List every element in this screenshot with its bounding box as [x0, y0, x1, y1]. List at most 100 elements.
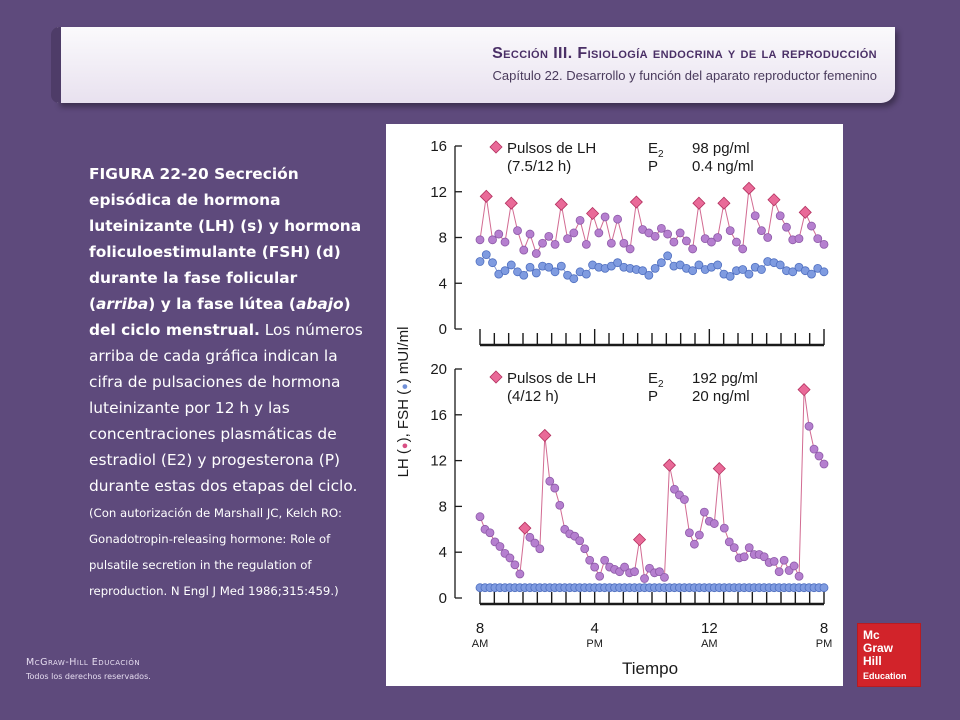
top-lh-point — [606, 238, 616, 248]
caption-figure-label: FIGURA 22-20 Secreción episódica de horm… — [89, 165, 362, 287]
section-title: Sección III. Fisiología endocrina y de l… — [492, 45, 877, 62]
top-fsh-point — [613, 258, 623, 268]
x-tick-label: 8 — [476, 620, 484, 637]
top-lh-point — [656, 223, 666, 233]
top-lh-point — [688, 244, 698, 254]
footer-rights: Todos los derechos reservados. — [26, 672, 151, 681]
bottom-lh-point — [485, 528, 495, 538]
top-lh-point — [782, 222, 791, 232]
top-y-tick-label: 0 — [439, 321, 447, 338]
top-lh-point — [732, 237, 741, 247]
bottom-lh-point — [809, 444, 819, 454]
top-lh-point — [713, 233, 723, 242]
bottom-lh-point — [510, 560, 520, 570]
top-lh-point — [569, 228, 579, 238]
bottom-lh-point — [525, 532, 535, 542]
chapter-title: Capítulo 22. Desarrollo y función del ap… — [492, 68, 877, 83]
x-tick-sublabel: AM — [701, 638, 718, 650]
x-tick-sublabel: PM — [586, 638, 603, 650]
top-fsh-point — [519, 270, 529, 280]
top-lh-point — [500, 237, 510, 247]
top-lh-point — [581, 239, 591, 249]
top-y-tick-label: 16 — [430, 138, 447, 155]
top-lh-point — [519, 245, 529, 255]
top-lh-point — [563, 234, 572, 244]
top-lh-point — [738, 244, 748, 254]
top-fsh-point — [713, 260, 723, 270]
top-lh-point — [675, 228, 685, 238]
top-lh-pulse-point — [586, 206, 600, 221]
bottom-lh-point — [814, 451, 824, 461]
bottom-fsh-point — [819, 583, 829, 593]
bottom-lh-point — [709, 519, 719, 528]
top-fsh-point — [488, 258, 497, 268]
y-axis-label-part-2: ), FSH ( — [395, 390, 412, 443]
top-lh-pulse-point — [742, 181, 756, 195]
caption-body: Los números arriba de cada gráfica indic… — [89, 321, 363, 495]
x-axis-label: Tiempo — [622, 659, 678, 678]
top-fsh-point — [531, 268, 541, 278]
bottom-lh-point — [585, 555, 595, 565]
bottom-lh-point — [739, 552, 749, 562]
y-axis-label: LH (●), FSH (●) mUI/ml — [395, 327, 412, 478]
top-lh-point — [488, 235, 497, 245]
top-y-tick-label: 8 — [439, 230, 447, 247]
top-fsh-point — [644, 270, 654, 280]
bottom-lh-point — [684, 528, 694, 538]
bottom-lh-point — [600, 555, 610, 565]
top-lh-point — [775, 211, 785, 221]
top-lh-point — [594, 228, 604, 238]
bottom-lh-point — [575, 536, 585, 546]
top-lh-point — [613, 214, 623, 224]
top-fsh-point — [569, 274, 579, 284]
bottom-lh-pulse-point — [662, 458, 677, 472]
bottom-y-tick-label: 20 — [430, 361, 447, 378]
bottom-legend-label-1: Pulsos de LH — [507, 370, 596, 387]
bottom-lh-point — [655, 567, 664, 577]
top-fsh-point — [738, 265, 748, 274]
logo-line-2: Graw — [863, 641, 894, 655]
caption-mid2: ) del ciclo menstrual. — [89, 295, 351, 339]
bottom-lh-point — [475, 512, 485, 522]
top-lh-point — [681, 236, 691, 246]
top-fsh-point — [775, 260, 785, 270]
footer-brand: McGraw-Hill Educación — [26, 657, 141, 668]
top-legend-p-value: 0.4 ng/ml — [692, 158, 754, 175]
top-lh-point — [625, 244, 635, 254]
top-y-tick-label: 4 — [439, 275, 447, 292]
x-tick-sublabel: AM — [472, 638, 489, 650]
top-lh-point — [575, 215, 585, 225]
top-lh-point — [707, 237, 716, 247]
figure-panel: 0 4 8 12 16 Pulsos de LH (7.5/12 h) E2 P 98 pg/ml… — [386, 124, 843, 686]
top-lh-pulse-point — [692, 196, 706, 210]
bottom-legend-e-label: E2 — [648, 370, 664, 390]
bottom-lh-point — [759, 552, 769, 562]
top-lh-point — [513, 226, 522, 236]
caption-mid1: ) y la fase lútea ( — [148, 295, 296, 313]
top-lh-point — [725, 226, 735, 236]
bottom-legend-e-sub: 2 — [658, 379, 664, 390]
top-lh-point — [494, 229, 504, 239]
top-fsh-point — [475, 257, 485, 266]
top-y-tick-label: 12 — [430, 184, 447, 201]
bottom-lh-point — [630, 567, 639, 577]
bottom-lh-point — [724, 537, 734, 547]
caption-abajo: abajo — [295, 295, 344, 313]
top-legend-p-label: P — [648, 158, 658, 175]
lh-symbol-icon: ● — [399, 442, 411, 449]
bottom-y-tick-label: 16 — [430, 407, 447, 424]
top-fsh-point — [757, 265, 766, 274]
bottom-legend-p-label: P — [648, 388, 658, 405]
y-axis-label-part-3: ) mUI/ml — [395, 327, 412, 384]
top-lh-point — [550, 239, 560, 249]
bottom-lh-point — [789, 561, 799, 571]
logo-line-4: Education — [863, 671, 907, 681]
top-lh-point — [544, 231, 554, 241]
bottom-lh-point — [590, 562, 600, 572]
top-fsh-point — [638, 266, 648, 276]
top-lh-point — [475, 235, 485, 245]
top-lh-point — [525, 229, 535, 239]
x-tick-label: 12 — [701, 620, 718, 637]
bottom-lh-point — [774, 567, 784, 577]
mcgraw-hill-logo: Mc Graw Hill Education — [858, 624, 920, 686]
